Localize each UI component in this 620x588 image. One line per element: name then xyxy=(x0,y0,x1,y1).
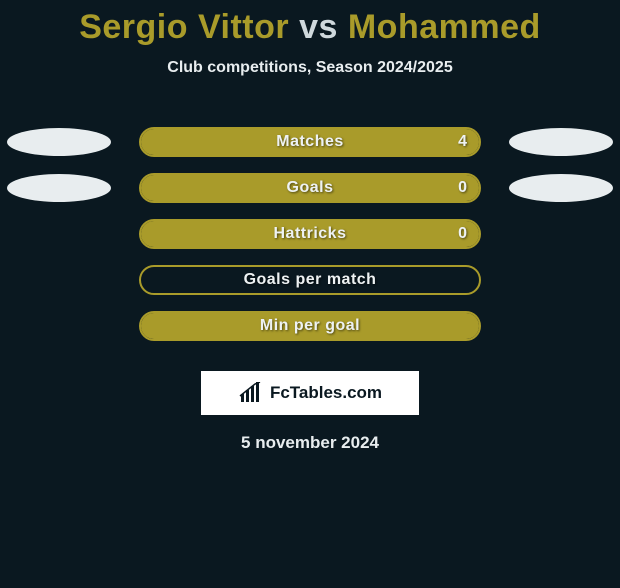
stat-bar: Hattricks0 xyxy=(139,219,481,249)
stat-value: 0 xyxy=(458,175,467,201)
stat-value: 0 xyxy=(458,221,467,247)
stat-label: Hattricks xyxy=(141,221,479,247)
subtitle: Club competitions, Season 2024/2025 xyxy=(0,59,620,77)
stat-rows: Matches4Goals0Hattricks0Goals per matchM… xyxy=(0,119,620,349)
stat-bar: Matches4 xyxy=(139,127,481,157)
stat-label: Matches xyxy=(141,129,479,155)
stat-row: Goals per match xyxy=(0,257,620,303)
stat-row: Hattricks0 xyxy=(0,211,620,257)
stat-label: Min per goal xyxy=(141,313,479,339)
stat-row: Goals0 xyxy=(0,165,620,211)
player1-ellipse xyxy=(7,128,111,156)
player2-name: Mohammed xyxy=(348,8,541,46)
stat-bar: Goals per match xyxy=(139,265,481,295)
player1-ellipse xyxy=(7,174,111,202)
source-badge-text: FcTables.com xyxy=(270,383,382,403)
stat-bar: Min per goal xyxy=(139,311,481,341)
stat-bar: Goals0 xyxy=(139,173,481,203)
stat-label: Goals per match xyxy=(141,267,479,293)
vs-separator: vs xyxy=(299,8,338,46)
player2-ellipse xyxy=(509,174,613,202)
player2-ellipse xyxy=(509,128,613,156)
source-badge: FcTables.com xyxy=(201,371,419,415)
stat-row: Matches4 xyxy=(0,119,620,165)
bar-chart-icon xyxy=(238,382,264,404)
stat-label: Goals xyxy=(141,175,479,201)
stat-value: 4 xyxy=(458,129,467,155)
comparison-title: Sergio Vittor vs Mohammed xyxy=(0,8,620,47)
date-label: 5 november 2024 xyxy=(0,433,620,453)
player1-name: Sergio Vittor xyxy=(79,8,289,46)
stat-row: Min per goal xyxy=(0,303,620,349)
